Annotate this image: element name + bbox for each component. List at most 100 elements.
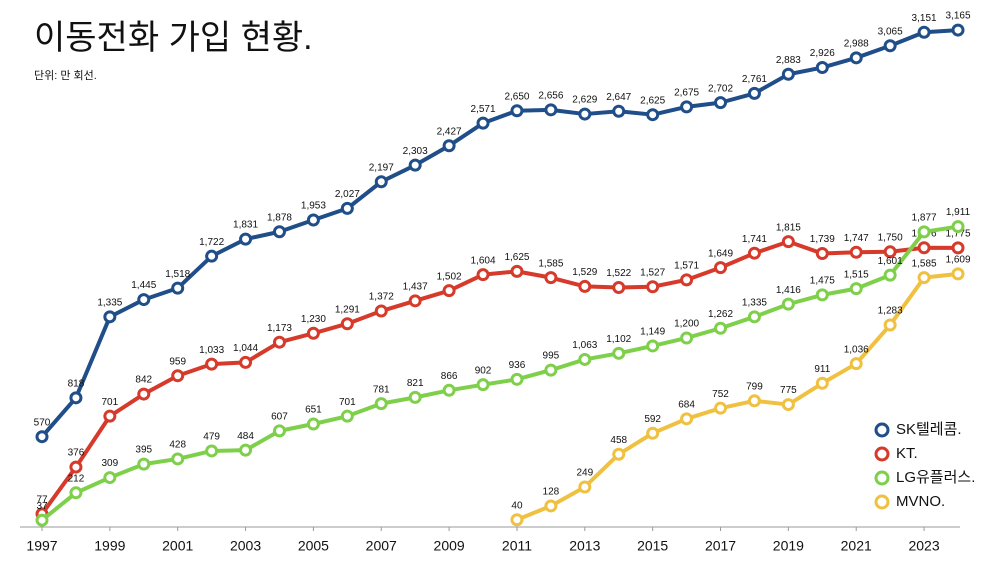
series-line	[40, 239, 959, 516]
point	[781, 67, 795, 81]
data-label: 1,063	[572, 340, 597, 351]
point	[476, 268, 490, 282]
legend-label: LG유플러스.	[896, 469, 975, 486]
data-label: 428	[169, 440, 186, 451]
data-label: 484	[237, 431, 254, 442]
data-label: 1,529	[572, 267, 597, 278]
data-label: 1,437	[403, 281, 428, 292]
data-label: 1,585	[912, 258, 937, 269]
data-label: 376	[68, 448, 85, 459]
x-tick-label: 2013	[569, 538, 600, 554]
data-label: 1,739	[810, 234, 835, 245]
point	[849, 357, 863, 371]
data-label: 2,647	[606, 92, 631, 103]
data-label: 1,815	[776, 222, 801, 233]
data-label: 2,625	[640, 95, 665, 106]
point	[510, 513, 524, 527]
data-label: 1,722	[199, 237, 224, 248]
point	[646, 280, 660, 294]
point	[340, 201, 354, 215]
point	[205, 249, 219, 263]
data-label: 77	[36, 495, 48, 506]
data-label: 1,416	[776, 285, 801, 296]
data-label: 781	[373, 384, 390, 395]
data-label: 651	[305, 405, 322, 416]
legend-marker	[874, 422, 890, 438]
point	[646, 426, 660, 440]
point	[578, 480, 592, 494]
point	[781, 398, 795, 412]
data-label: 1,878	[267, 212, 292, 223]
point	[781, 297, 795, 311]
point	[612, 447, 626, 461]
point	[612, 281, 626, 295]
data-label: 3,065	[878, 26, 903, 37]
point	[612, 104, 626, 118]
point	[883, 268, 897, 282]
point	[239, 443, 253, 457]
point	[306, 213, 320, 227]
point	[408, 158, 422, 172]
point	[171, 369, 185, 383]
data-label: 866	[441, 371, 458, 382]
data-label: 1,747	[844, 233, 869, 244]
point	[103, 471, 117, 485]
data-label: 479	[203, 432, 220, 443]
x-tick-label: 2009	[434, 538, 465, 554]
point	[951, 241, 965, 255]
data-label: 752	[712, 389, 729, 400]
data-label: 2,629	[572, 95, 597, 106]
data-label: 1,625	[504, 252, 529, 263]
point	[680, 100, 694, 114]
point	[917, 25, 931, 39]
x-tick-label: 1999	[94, 538, 125, 554]
x-tick-label: 2019	[773, 538, 804, 554]
data-label: 1,953	[301, 201, 326, 212]
point	[951, 220, 965, 234]
x-tick-label: 2003	[230, 538, 261, 554]
point	[849, 51, 863, 65]
x-tick-label: 1997	[26, 538, 57, 554]
series-line	[516, 271, 959, 522]
data-label: 1,044	[233, 343, 258, 354]
point	[442, 284, 456, 298]
data-label: 1,475	[810, 276, 835, 287]
data-label: 2,761	[742, 74, 767, 85]
data-label: 1,604	[471, 255, 496, 266]
data-label: 1,831	[233, 220, 258, 231]
data-label: 842	[135, 375, 152, 386]
data-label: 1,571	[674, 260, 699, 271]
data-label: 309	[102, 458, 119, 469]
data-label: 902	[475, 365, 492, 376]
point	[137, 387, 151, 401]
x-tick-label: 2005	[298, 538, 329, 554]
point	[849, 282, 863, 296]
point	[646, 108, 660, 122]
x-tick-label: 2017	[705, 538, 736, 554]
x-tick-label: 2001	[162, 538, 193, 554]
point	[205, 444, 219, 458]
data-label: 1,518	[165, 269, 190, 280]
data-label: 2,650	[504, 91, 529, 102]
chart-title: 이동전화 가입 현황.	[34, 19, 313, 57]
data-label: 1,601	[878, 256, 903, 267]
point	[680, 331, 694, 345]
x-tick-label: 2007	[366, 538, 397, 554]
data-label: 2,675	[674, 88, 699, 99]
point	[714, 261, 728, 275]
data-label: 592	[644, 414, 661, 425]
point	[544, 363, 558, 377]
x-tick-label: 2021	[841, 538, 872, 554]
data-label: 212	[68, 473, 85, 484]
point	[714, 401, 728, 415]
point	[917, 225, 931, 239]
data-label: 2,027	[335, 189, 360, 200]
point	[103, 310, 117, 324]
data-label: 1,262	[708, 309, 733, 320]
data-label: 1,877	[912, 213, 937, 224]
data-label: 570	[34, 417, 51, 428]
point	[883, 39, 897, 53]
point	[171, 281, 185, 295]
chart-subtitle: 단위: 만 회선.	[34, 69, 97, 82]
